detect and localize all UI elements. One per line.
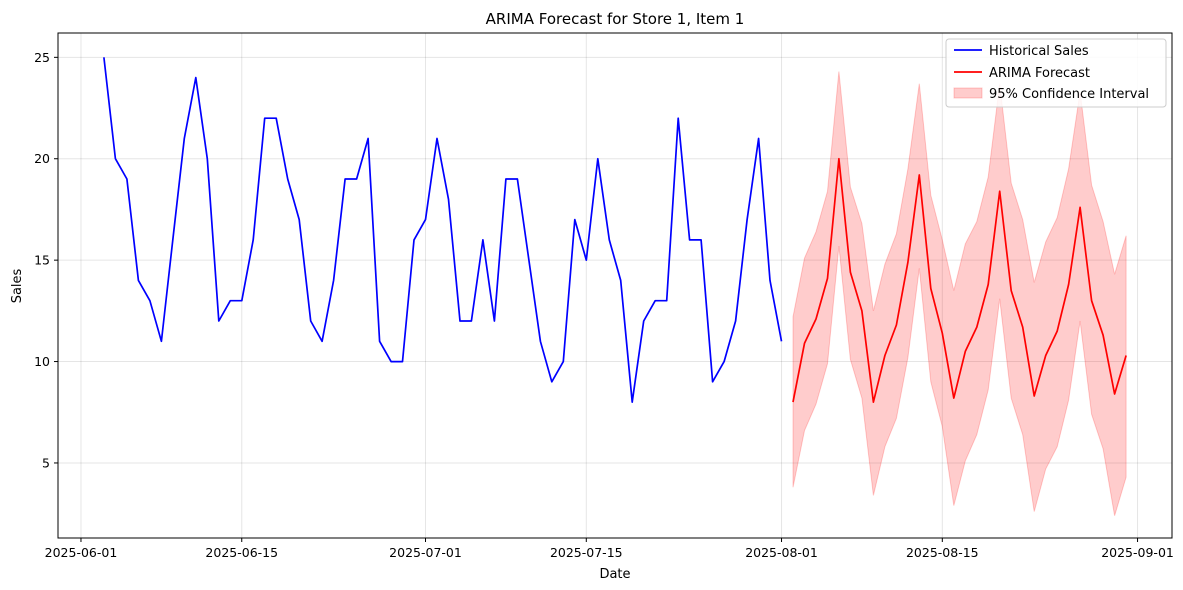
historical-sales-line: [103, 57, 783, 403]
y-tick-label: 15: [34, 253, 50, 268]
plot-frame: [57, 32, 1173, 539]
legend-swatch-confidence: [953, 87, 983, 99]
x-tick-label: 2025-08-01: [745, 545, 818, 560]
confidence-interval-band: [792, 71, 1127, 516]
x-tick-label: 2025-08-15: [906, 545, 979, 560]
x-axis-ticks: 2025-06-01 2025-06-15 2025-07-01 2025-07-15…: [45, 538, 1174, 560]
grid-lines: [58, 33, 1172, 538]
x-tick-label: 2025-07-15: [550, 545, 623, 560]
legend-label-confidence: 95% Confidence Interval: [989, 87, 1149, 102]
x-tick-label: 2025-07-01: [389, 545, 462, 560]
legend-label-forecast: ARIMA Forecast: [989, 66, 1090, 81]
x-tick-label: 2025-06-01: [45, 545, 118, 560]
legend: Historical Sales ARIMA Forecast 95% Conf…: [945, 38, 1167, 108]
x-tick-label: 2025-06-15: [205, 545, 278, 560]
y-tick-label: 20: [34, 151, 50, 166]
x-tick-label: 2025-09-01: [1101, 545, 1174, 560]
arima-forecast-line: [792, 157, 1127, 403]
x-axis-label: Date: [599, 567, 630, 582]
chart-title: ARIMA Forecast for Store 1, Item 1: [486, 10, 745, 28]
y-tick-label: 25: [34, 50, 50, 65]
legend-box: [945, 38, 1167, 108]
y-tick-label: 10: [34, 354, 50, 369]
series-lines-layer: [103, 57, 1127, 403]
y-axis-label: Sales: [10, 268, 25, 303]
y-axis-ticks: 5 10 15 20 25: [34, 50, 58, 470]
confidence-band-layer: [792, 71, 1127, 516]
legend-label-historical: Historical Sales: [989, 44, 1089, 59]
y-tick-label: 5: [42, 455, 50, 470]
